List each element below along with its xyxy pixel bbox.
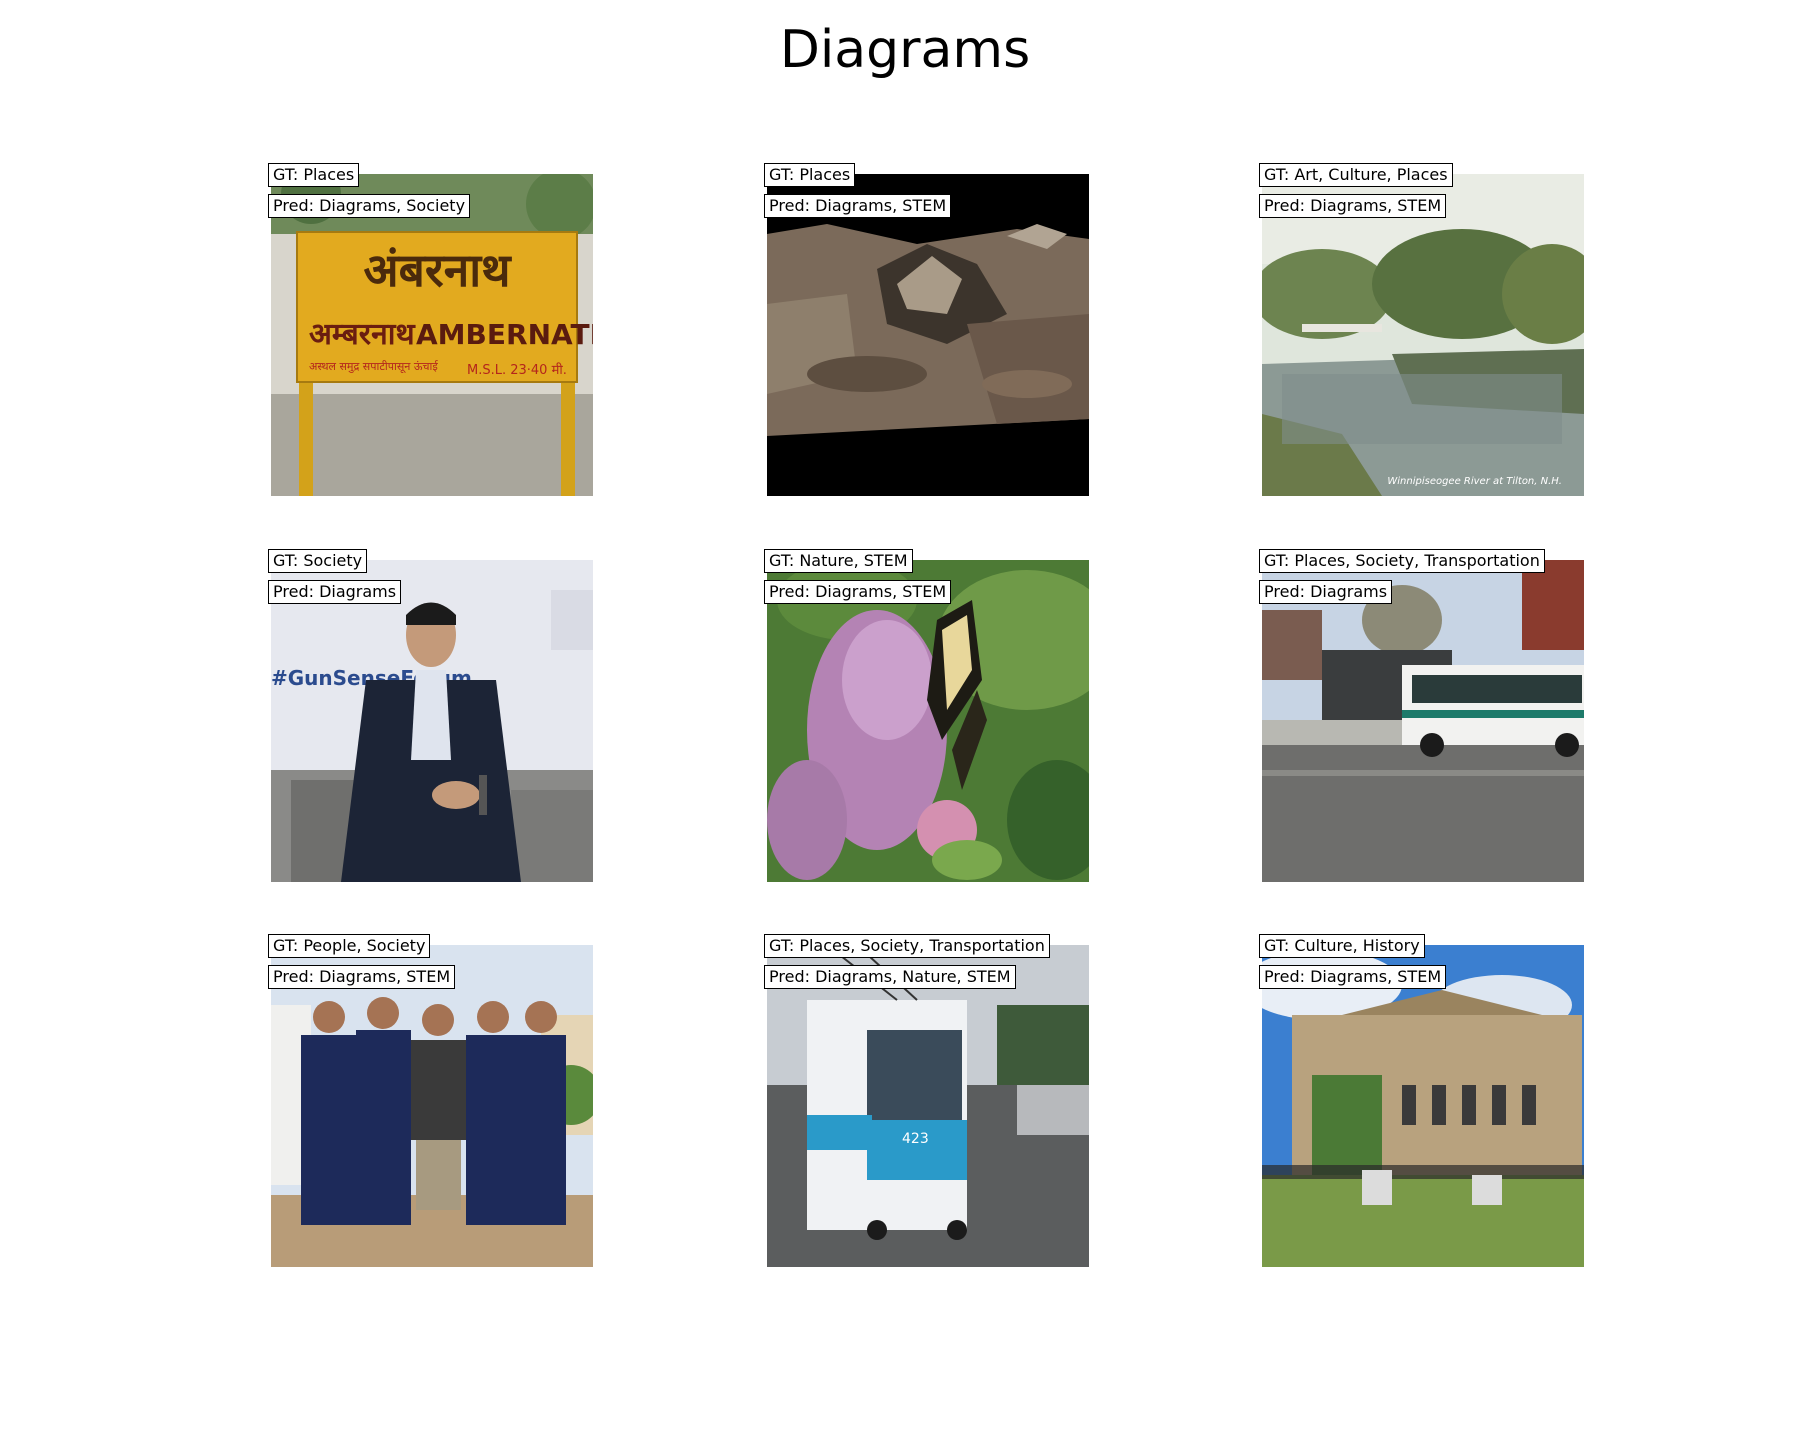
sign-text-bottom-right: M.S.L. 23·40 मी.: [467, 362, 567, 378]
prediction-label: Pred: Diagrams, STEM: [268, 965, 456, 989]
ground-truth-label: GT: Culture, History: [1259, 934, 1425, 958]
terrain-render-image: [767, 174, 1089, 496]
ground-truth-label: GT: Places: [764, 163, 856, 187]
image-panel: Winnipiseogee River at Tilton, N.H. GT: …: [1259, 163, 1584, 496]
seated-man-image: #GunSenseForum: [271, 560, 593, 882]
ground-truth-label: GT: Nature, STEM: [764, 549, 913, 573]
figure-title: Diagrams: [779, 20, 1031, 80]
image-panel: GT: Places Pred: Diagrams, STEM: [764, 163, 1089, 496]
image-panel: #GunSenseForum GT: Society Pred: Diagram…: [268, 549, 593, 882]
city-bus-image: [1262, 560, 1584, 882]
prediction-label: Pred: Diagrams, Society: [268, 194, 471, 218]
sign-text-mid-right: AMBERNATH: [416, 318, 593, 351]
ground-truth-label: GT: Society: [268, 549, 368, 573]
prediction-label: Pred: Diagrams: [1259, 580, 1393, 604]
prediction-label: Pred: Diagrams, STEM: [1259, 965, 1447, 989]
prediction-label: Pred: Diagrams: [268, 580, 402, 604]
river-postcard-image: Winnipiseogee River at Tilton, N.H.: [1262, 174, 1584, 496]
trolleybus-image: 423: [767, 945, 1089, 1267]
group-photo-image: [271, 945, 593, 1267]
image-panel: अंबरनाथ अम्बरनाथ AMBERNATH अस्थल समुद्र …: [268, 163, 593, 496]
sign-text-top: अंबरनाथ: [363, 243, 512, 297]
prediction-label: Pred: Diagrams, STEM: [764, 580, 952, 604]
ground-truth-label: GT: Places, Society, Transportation: [1259, 549, 1545, 573]
image-panel: GT: Culture, History Pred: Diagrams, STE…: [1259, 934, 1584, 1267]
prediction-label: Pred: Diagrams, STEM: [764, 194, 952, 218]
postcard-caption: Winnipiseogee River at Tilton, N.H.: [1387, 476, 1562, 487]
image-panel: 423 GT: Places, Society, Transportation …: [764, 934, 1089, 1267]
image-panel: GT: Nature, STEM Pred: Diagrams, STEM: [764, 549, 1089, 882]
ground-truth-label: GT: People, Society: [268, 934, 431, 958]
sign-text-bottom-left: अस्थल समुद्र सपाटीपासून ऊंचाई: [309, 360, 439, 374]
ground-truth-label: GT: Places: [268, 163, 360, 187]
butterfly-lilac-image: [767, 560, 1089, 882]
ground-truth-label: GT: Places, Society, Transportation: [764, 934, 1050, 958]
sign-text-mid-left: अम्बरनाथ: [309, 317, 416, 352]
historic-building-image: [1262, 945, 1584, 1267]
bus-number: 423: [902, 1131, 929, 1147]
station-sign-image: अंबरनाथ अम्बरनाथ AMBERNATH अस्थल समुद्र …: [271, 174, 593, 496]
prediction-label: Pred: Diagrams, Nature, STEM: [764, 965, 1016, 989]
image-panel: GT: People, Society Pred: Diagrams, STEM: [268, 934, 593, 1267]
prediction-label: Pred: Diagrams, STEM: [1259, 194, 1447, 218]
image-panel: GT: Places, Society, Transportation Pred…: [1259, 549, 1584, 882]
ground-truth-label: GT: Art, Culture, Places: [1259, 163, 1453, 187]
